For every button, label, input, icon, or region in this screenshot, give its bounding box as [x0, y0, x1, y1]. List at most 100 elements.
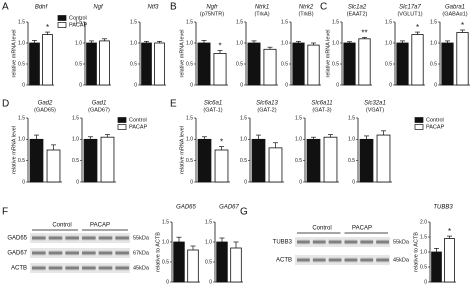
legend-label: Control — [129, 117, 147, 123]
panel-label: A — [2, 2, 9, 13]
y-axis-label: relative mRNA level — [11, 126, 17, 174]
y-tick-label: 0.5 — [186, 158, 193, 164]
bar — [444, 238, 455, 283]
blot-band — [115, 265, 129, 271]
chart-title: Gad2 — [38, 101, 53, 107]
chart-subtitle: (TrkA) — [254, 11, 269, 17]
blot-band — [376, 257, 389, 263]
bar — [29, 42, 40, 86]
blot-band — [48, 235, 63, 241]
y-tick-label: 0.5 — [186, 61, 193, 67]
y-tick-label: 1.0 — [332, 40, 339, 46]
legend-swatch — [117, 124, 127, 130]
y-tick-label: 1.5 — [130, 19, 137, 25]
y-tick-label: 0 — [209, 279, 212, 285]
y-tick-label: 1.0 — [162, 239, 169, 245]
blot-band — [344, 257, 358, 263]
chart-subtitle: (EAAT2) — [347, 11, 368, 17]
blot-group: Control — [312, 226, 331, 232]
chart-subtitle: (GAT-2) — [257, 107, 276, 113]
bar — [197, 42, 211, 86]
y-tick-label: 0.5 — [162, 259, 169, 265]
chart-title: Ntrk2 — [299, 5, 314, 11]
blot-band — [297, 239, 310, 245]
blot-strip — [295, 255, 390, 265]
bar — [247, 42, 261, 86]
y-tick-label: 0 — [22, 82, 25, 88]
blot-size: 67kDa — [133, 250, 150, 256]
bar — [187, 249, 199, 283]
y-tick-label: 0 — [352, 179, 355, 185]
y-tick-label: 1.0 — [205, 239, 212, 245]
y-axis-label: relative mRNA level — [11, 30, 17, 78]
panel-label: D — [2, 99, 9, 110]
significance: * — [46, 23, 49, 32]
blot-band — [65, 250, 79, 256]
blot-band — [32, 265, 46, 271]
legend-label: Control — [426, 117, 444, 123]
y-tick-label: 0.5 — [18, 158, 25, 164]
panel-label: C — [320, 2, 327, 13]
blot-band — [115, 235, 129, 241]
chart-title: Slc6a13 — [256, 101, 278, 107]
blot-band — [297, 257, 310, 263]
blot-protein: GAD67 — [7, 251, 27, 257]
bar — [42, 34, 53, 86]
blot-band — [82, 235, 96, 241]
bar — [173, 241, 185, 283]
chart-subtitle: (VGLUT1) — [397, 11, 422, 17]
blot-band — [376, 239, 389, 245]
bar — [46, 149, 61, 183]
y-tick-label: 0 — [190, 82, 193, 88]
y-tick-label: 0.5 — [205, 259, 212, 265]
y-tick-label: 1.0 — [186, 137, 193, 143]
bar — [154, 42, 165, 86]
blot-band — [344, 239, 358, 245]
chart-title: Slc32a1 — [364, 101, 386, 107]
chart-title: TUBB3 — [433, 205, 453, 211]
y-tick-label: 1.0 — [236, 40, 243, 46]
chart-title: GAD65 — [176, 205, 196, 211]
legend-swatch — [57, 22, 67, 28]
y-tick-label: 1.5 — [18, 115, 25, 121]
blot-band — [312, 257, 326, 263]
blot-protein: TUBB3 — [273, 240, 293, 246]
y-tick-label: 1.5 — [18, 19, 25, 25]
y-tick-label: 1.5 — [240, 115, 247, 121]
y-tick-label: 0 — [134, 82, 137, 88]
blot-band — [312, 239, 326, 245]
blot-band — [65, 265, 79, 271]
y-tick-label: 1.0 — [430, 40, 437, 46]
y-tick-label: 0.5 — [332, 61, 339, 67]
blot-band — [32, 250, 46, 256]
bar — [214, 149, 229, 183]
y-tick-label: 1.0 — [420, 249, 427, 255]
y-tick-label: 0 — [240, 82, 243, 88]
blot-band — [360, 257, 374, 263]
significance: * — [416, 23, 419, 32]
bar — [83, 138, 98, 183]
chart-title: Ntrk1 — [255, 5, 269, 11]
bar — [359, 138, 374, 183]
y-tick-label: 0 — [389, 82, 392, 88]
blot-group: PACAP — [352, 226, 372, 232]
chart-subtitle: (GAD65) — [34, 107, 56, 113]
y-tick-label: 1.5 — [186, 115, 193, 121]
blot-band — [115, 250, 129, 256]
y-tick-label: 0.5 — [75, 61, 82, 67]
y-tick-label: 0.5 — [385, 61, 392, 67]
y-tick-label: 1.5 — [72, 115, 79, 121]
y-tick-label: 1.5 — [348, 115, 355, 121]
blot-band — [328, 257, 342, 263]
bar — [323, 136, 338, 183]
y-axis-label: relative mRNA level — [179, 126, 185, 174]
y-tick-label: 1.0 — [18, 137, 25, 143]
y-tick-label: 1.0 — [348, 137, 355, 143]
blot-band — [82, 265, 96, 271]
bar — [431, 251, 442, 283]
bar — [268, 147, 283, 183]
bar — [197, 138, 212, 183]
blot-band — [360, 239, 374, 245]
chart-title: Ntf3 — [147, 5, 159, 11]
